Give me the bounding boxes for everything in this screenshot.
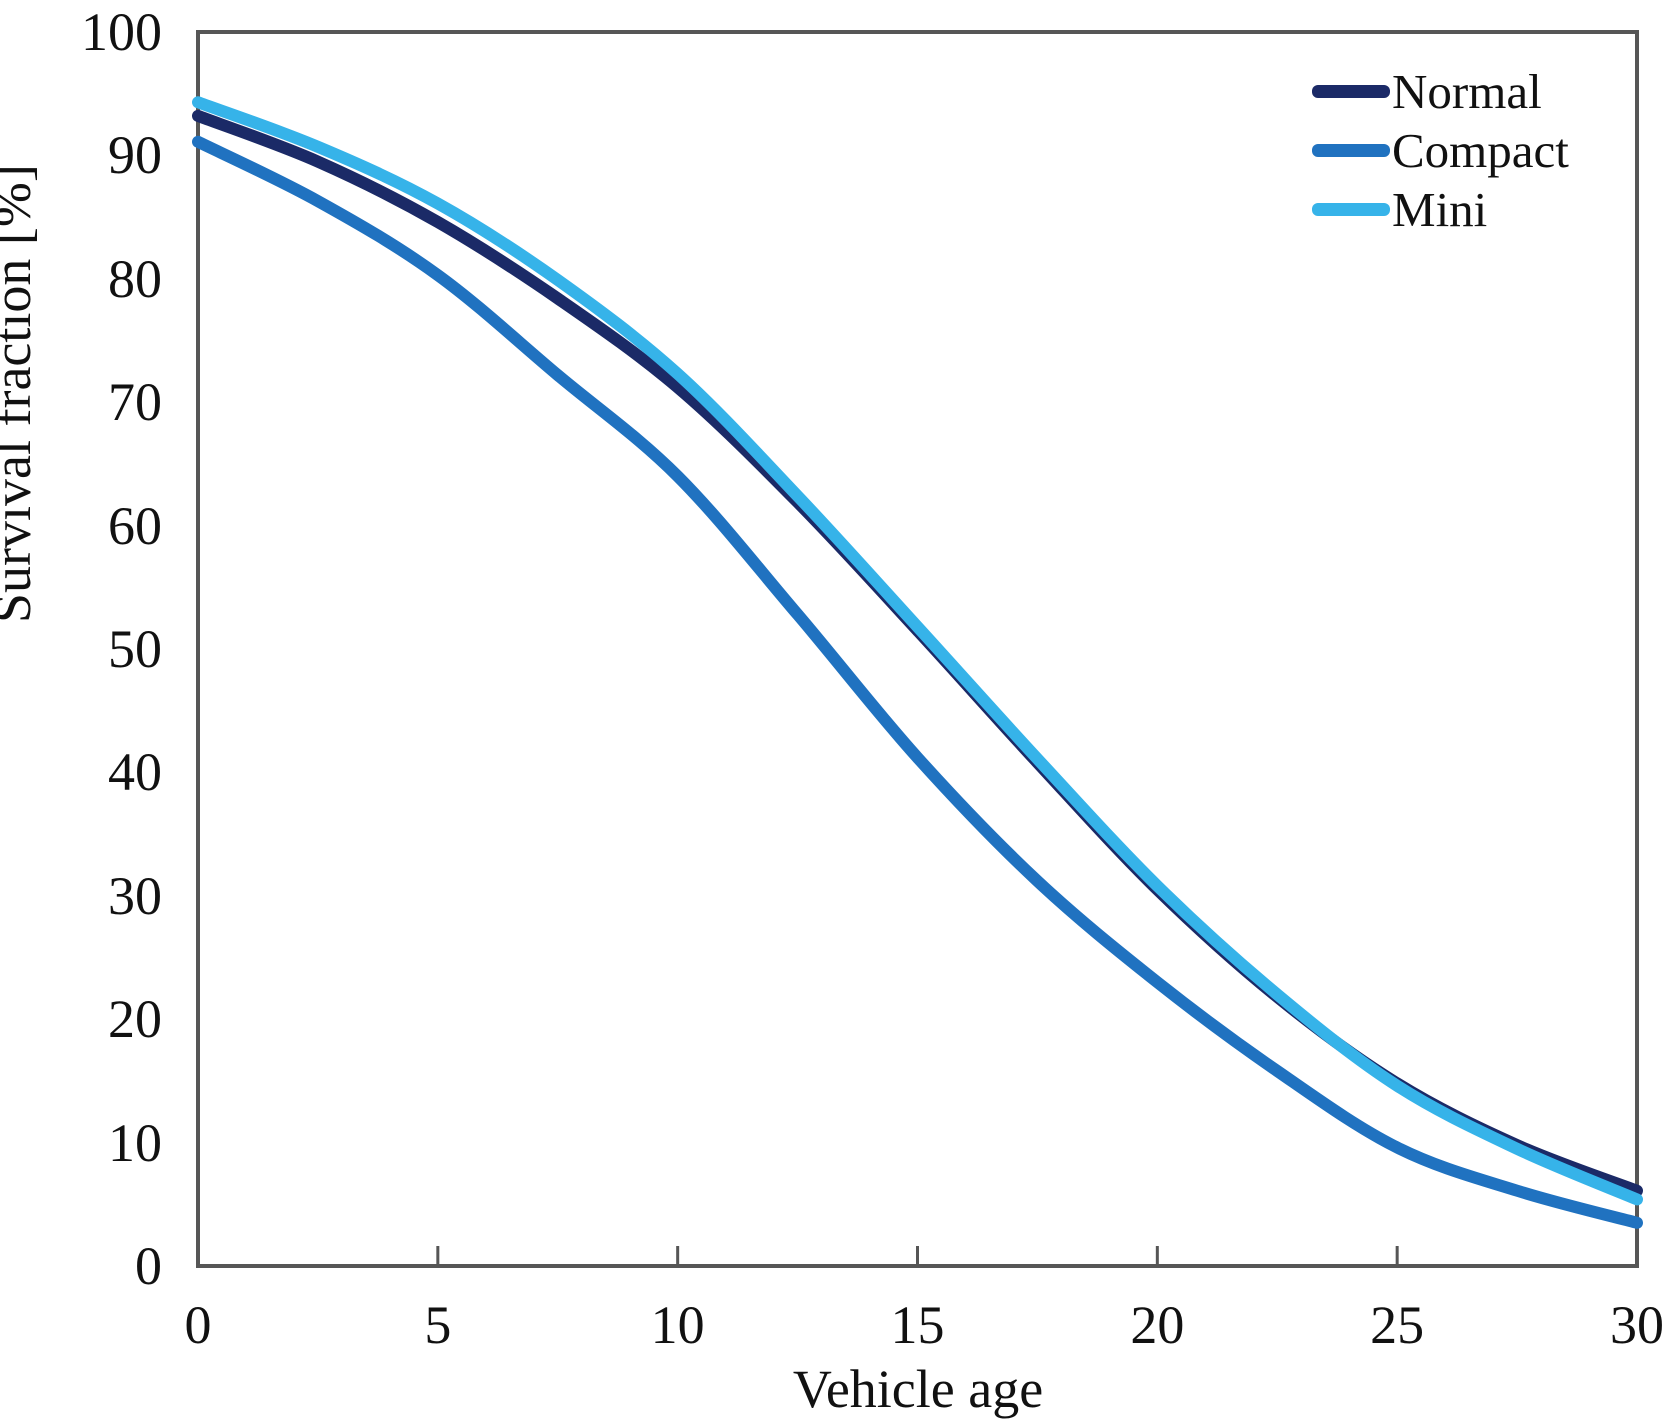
y-tick-label: 10 [108,1112,162,1173]
legend: Normal Compact Mini [1312,62,1569,239]
y-tick-label: 80 [108,248,162,309]
legend-label: Compact [1392,122,1569,178]
x-tick-label: 0 [184,1295,212,1355]
legend-item-mini: Mini [1312,180,1569,239]
y-tick-label: 30 [108,865,162,926]
y-tick-label: 50 [108,619,162,679]
series-line-mini [192,96,1643,1206]
y-axis-title: Survival fraction [%] [0,164,42,623]
y-tick-label: 0 [135,1236,162,1296]
x-tick-label: 25 [1370,1295,1425,1355]
legend-line-icon [1312,85,1390,98]
x-tick-label: 15 [890,1295,945,1355]
legend-line-icon [1312,203,1390,216]
legend-label: Normal [1392,63,1542,119]
legend-item-normal: Normal [1312,62,1569,121]
y-tick-label: 60 [108,495,162,556]
legend-item-compact: Compact [1312,121,1569,180]
x-tick-label: 20 [1130,1295,1185,1355]
y-tick-label: 100 [81,2,162,62]
x-tick-label: 30 [1610,1295,1664,1355]
y-tick-label: 70 [108,372,162,433]
x-tick-label: 10 [650,1295,705,1355]
legend-line-icon [1312,144,1390,157]
legend-label: Mini [1392,181,1488,237]
y-tick-label: 40 [108,742,162,803]
series-line-normal [192,109,1643,1197]
y-tick-label: 90 [108,125,162,186]
series-line-compact [192,135,1643,1229]
x-axis-title: Vehicle age [792,1359,1044,1419]
y-tick-label: 20 [108,989,162,1050]
x-tick-label: 5 [424,1295,452,1355]
